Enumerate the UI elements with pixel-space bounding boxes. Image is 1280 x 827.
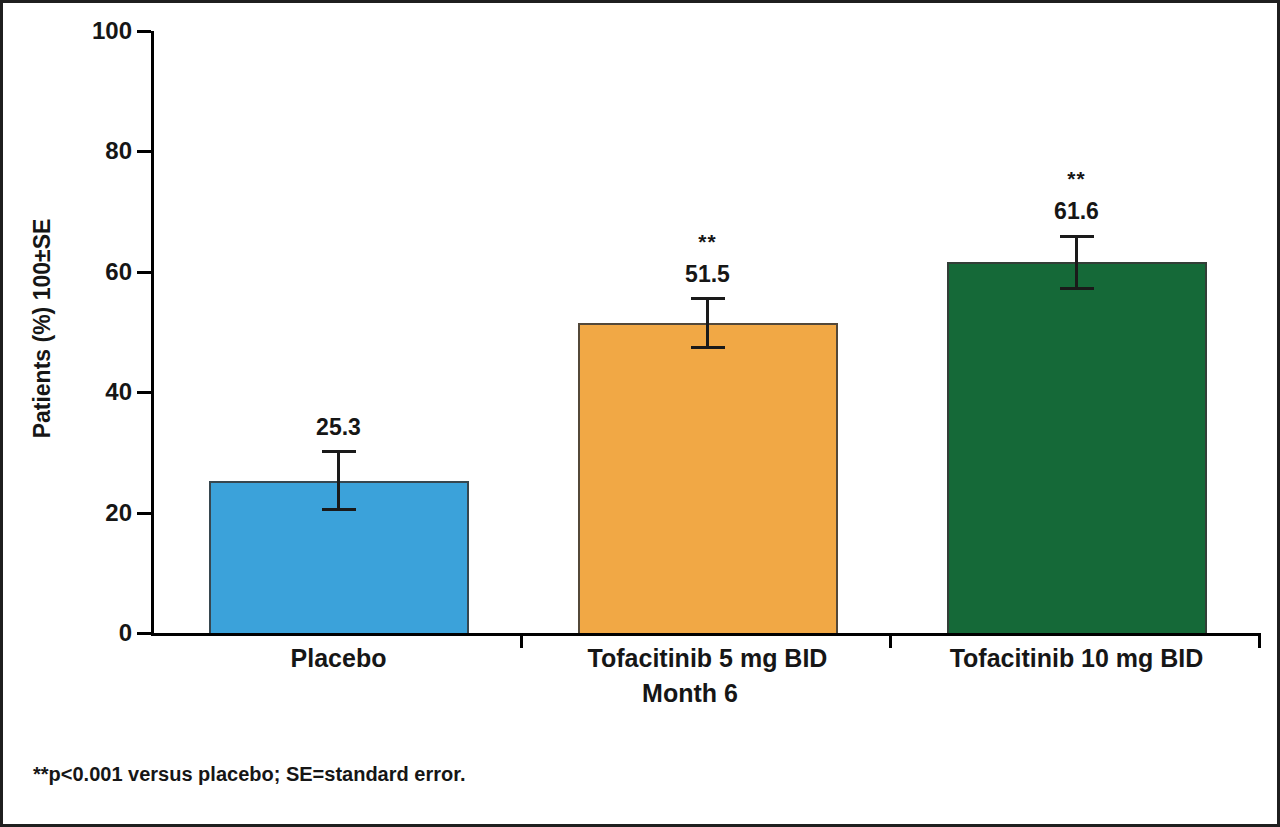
- plot-area: 02040608010025.3Placebo51.5**Tofacitinib…: [151, 31, 1261, 636]
- bar-value-label: 51.5: [638, 263, 778, 286]
- bar-tofacitinib-10-mg-bid: [947, 262, 1207, 633]
- error-bar: [337, 452, 340, 510]
- significance-marker: **: [638, 231, 778, 252]
- error-bar-cap: [691, 346, 725, 349]
- footnote: **p<0.001 versus placebo; SE=standard er…: [33, 763, 465, 786]
- x-axis-title: Month 6: [642, 679, 738, 708]
- error-bar-cap: [691, 297, 725, 300]
- bar-value-label: 61.6: [1007, 200, 1147, 223]
- y-axis-tick-label: 100: [82, 19, 132, 43]
- y-axis-tick: [137, 30, 151, 33]
- y-axis-tick: [137, 271, 151, 274]
- y-axis-tick: [137, 632, 151, 635]
- significance-marker: **: [1007, 168, 1147, 189]
- y-axis-tick-label: 0: [82, 621, 132, 645]
- bar-tofacitinib-5-mg-bid: [578, 323, 838, 633]
- y-axis-tick-label: 60: [82, 260, 132, 284]
- y-axis-tick: [137, 512, 151, 515]
- y-axis-tick: [137, 150, 151, 153]
- error-bar: [1075, 236, 1078, 288]
- error-bar-cap: [1060, 287, 1094, 290]
- y-axis-tick-label: 40: [82, 380, 132, 404]
- x-category-label: Tofacitinib 10 mg BID: [892, 645, 1262, 673]
- y-axis-tick-label: 80: [82, 139, 132, 163]
- y-axis-tick-label: 20: [82, 501, 132, 525]
- bar-chart-figure: Patients (%) 100±SE 0 20 40 60 80 100 25.3 Plac…: [0, 0, 1280, 827]
- y-axis-title: Patients (%) 100±SE: [31, 29, 54, 629]
- error-bar: [706, 299, 709, 347]
- bar-value-label: 25.3: [269, 416, 409, 439]
- error-bar-cap: [322, 508, 356, 511]
- x-category-label: Placebo: [154, 645, 524, 673]
- error-bar-cap: [1060, 235, 1094, 238]
- x-category-label: Tofacitinib 5 mg BID: [523, 645, 893, 673]
- error-bar-cap: [322, 450, 356, 453]
- y-axis-tick: [137, 391, 151, 394]
